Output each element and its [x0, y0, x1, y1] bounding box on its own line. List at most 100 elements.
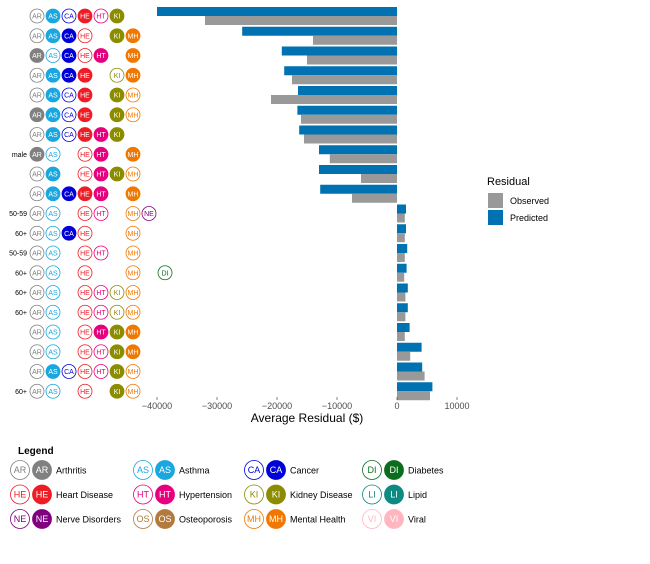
- condition-badge: [45, 127, 61, 142]
- condition-badge-label: AS: [48, 73, 58, 80]
- condition-badge-label: AS: [48, 93, 58, 100]
- condition-badge: [125, 107, 141, 123]
- condition-badge-label: AR: [32, 211, 42, 218]
- condition-badge-label: AR: [32, 310, 42, 317]
- condition-badge-label: HE: [80, 330, 90, 337]
- condition-badge: [125, 265, 141, 281]
- condition-badge-label: MH: [128, 310, 139, 317]
- condition-badge: [61, 364, 77, 379]
- condition-badge-label: AR: [32, 172, 42, 179]
- condition-badge: [45, 67, 61, 83]
- condition-badge-label: HT: [96, 152, 106, 159]
- condition-badge: [109, 127, 125, 142]
- condition-badge-label: HT: [96, 172, 106, 179]
- condition-badge-label: AS: [48, 270, 58, 277]
- condition-badge: [125, 186, 141, 202]
- condition-badge: [93, 166, 109, 182]
- bar-observed: [397, 332, 405, 341]
- condition-badge-label: DI: [162, 270, 169, 277]
- condition-badge: [45, 166, 61, 182]
- condition-badge-label: HE: [80, 132, 90, 139]
- condition-badge: [77, 344, 93, 360]
- condition-badge-label: AS: [48, 211, 58, 218]
- bar-predicted: [397, 303, 408, 313]
- condition-badge: [93, 48, 109, 63]
- legend-badge-outline: [362, 484, 382, 505]
- condition-badge: [93, 186, 109, 202]
- condition-badge: [77, 304, 93, 320]
- row-label: 50-59: [9, 251, 27, 258]
- condition-badge-label: HE: [80, 172, 90, 179]
- residual-legend-title: Residual: [487, 176, 530, 188]
- condition-badge-label: MH: [128, 270, 139, 277]
- legend-badge-outline: [244, 509, 264, 529]
- condition-badge-label: AR: [32, 152, 42, 159]
- legend-badge-filled: [32, 484, 52, 505]
- x-tick-label: −20000: [262, 401, 292, 411]
- condition-badge-label: HE: [80, 73, 90, 80]
- condition-badge-label: MH: [128, 251, 139, 258]
- condition-badge: [125, 285, 141, 300]
- condition-badge: [45, 28, 61, 44]
- condition-badge-label: HE: [80, 231, 90, 238]
- condition-badge: [45, 245, 61, 261]
- row-label: 60+: [15, 290, 27, 297]
- legend-badge-filled-label: MH: [269, 514, 283, 524]
- bar-predicted: [397, 204, 406, 214]
- condition-badge-label: AR: [32, 14, 42, 21]
- condition-badge-label: MH: [128, 349, 139, 356]
- legend-condition-name: Kidney Disease: [290, 490, 353, 500]
- condition-badge: [125, 48, 141, 63]
- conditions-legend: Legend AR AR Arthritis AS AS Asthma CA CA Cancer…: [10, 446, 444, 529]
- bar-predicted: [319, 145, 397, 155]
- condition-badge-label: KI: [114, 310, 121, 317]
- bar-predicted: [157, 7, 397, 16]
- row-label: 60+: [15, 270, 27, 277]
- condition-badge: [29, 127, 45, 142]
- legend-badge-outline-label: LI: [368, 490, 376, 500]
- condition-badge: [125, 87, 141, 103]
- condition-badge-label: KI: [114, 112, 121, 119]
- condition-badge: [61, 87, 77, 103]
- condition-badge: [109, 107, 125, 123]
- condition-badge: [109, 324, 125, 340]
- bar-observed: [397, 371, 425, 381]
- condition-badge-label: MH: [128, 290, 139, 297]
- bars-layer: [157, 7, 433, 401]
- condition-badge: [93, 206, 109, 221]
- condition-badge: [29, 285, 45, 300]
- condition-badge-label: AS: [48, 53, 58, 60]
- bar-predicted: [397, 362, 423, 372]
- condition-badge: [61, 186, 77, 202]
- legend-badge-filled: [32, 509, 52, 529]
- condition-badge: [45, 344, 61, 360]
- bar-observed: [397, 233, 405, 243]
- legend-badge-outline-label: OS: [136, 514, 149, 524]
- condition-badge-label: MH: [128, 33, 139, 40]
- legend-badge-filled: [266, 509, 286, 529]
- condition-badge: [109, 67, 125, 83]
- condition-badge: [29, 206, 45, 221]
- condition-badge-label: HT: [96, 132, 106, 139]
- condition-badge: [77, 285, 93, 300]
- bar-predicted: [397, 323, 410, 332]
- condition-badge: [29, 324, 45, 340]
- condition-badge: [125, 245, 141, 261]
- condition-badge: [109, 364, 125, 379]
- bar-observed: [304, 134, 397, 144]
- condition-badge: [61, 8, 77, 24]
- condition-badge-label: HT: [96, 53, 106, 60]
- condition-badge: [77, 127, 93, 142]
- condition-badge-label: HE: [80, 270, 90, 277]
- residual-legend-label: Observed: [510, 196, 549, 206]
- bar-predicted: [242, 26, 397, 36]
- condition-badge: [109, 285, 125, 300]
- condition-badge-label: KI: [114, 172, 121, 179]
- bar-predicted: [319, 165, 397, 174]
- condition-badge-label: HE: [80, 211, 90, 218]
- legend-badge-filled-label: HT: [159, 490, 171, 500]
- legend-condition-name: Diabetes: [408, 466, 444, 476]
- condition-badge-label: CA: [64, 33, 74, 40]
- condition-badge-label: AR: [32, 251, 42, 258]
- condition-badge-label: HE: [80, 112, 90, 119]
